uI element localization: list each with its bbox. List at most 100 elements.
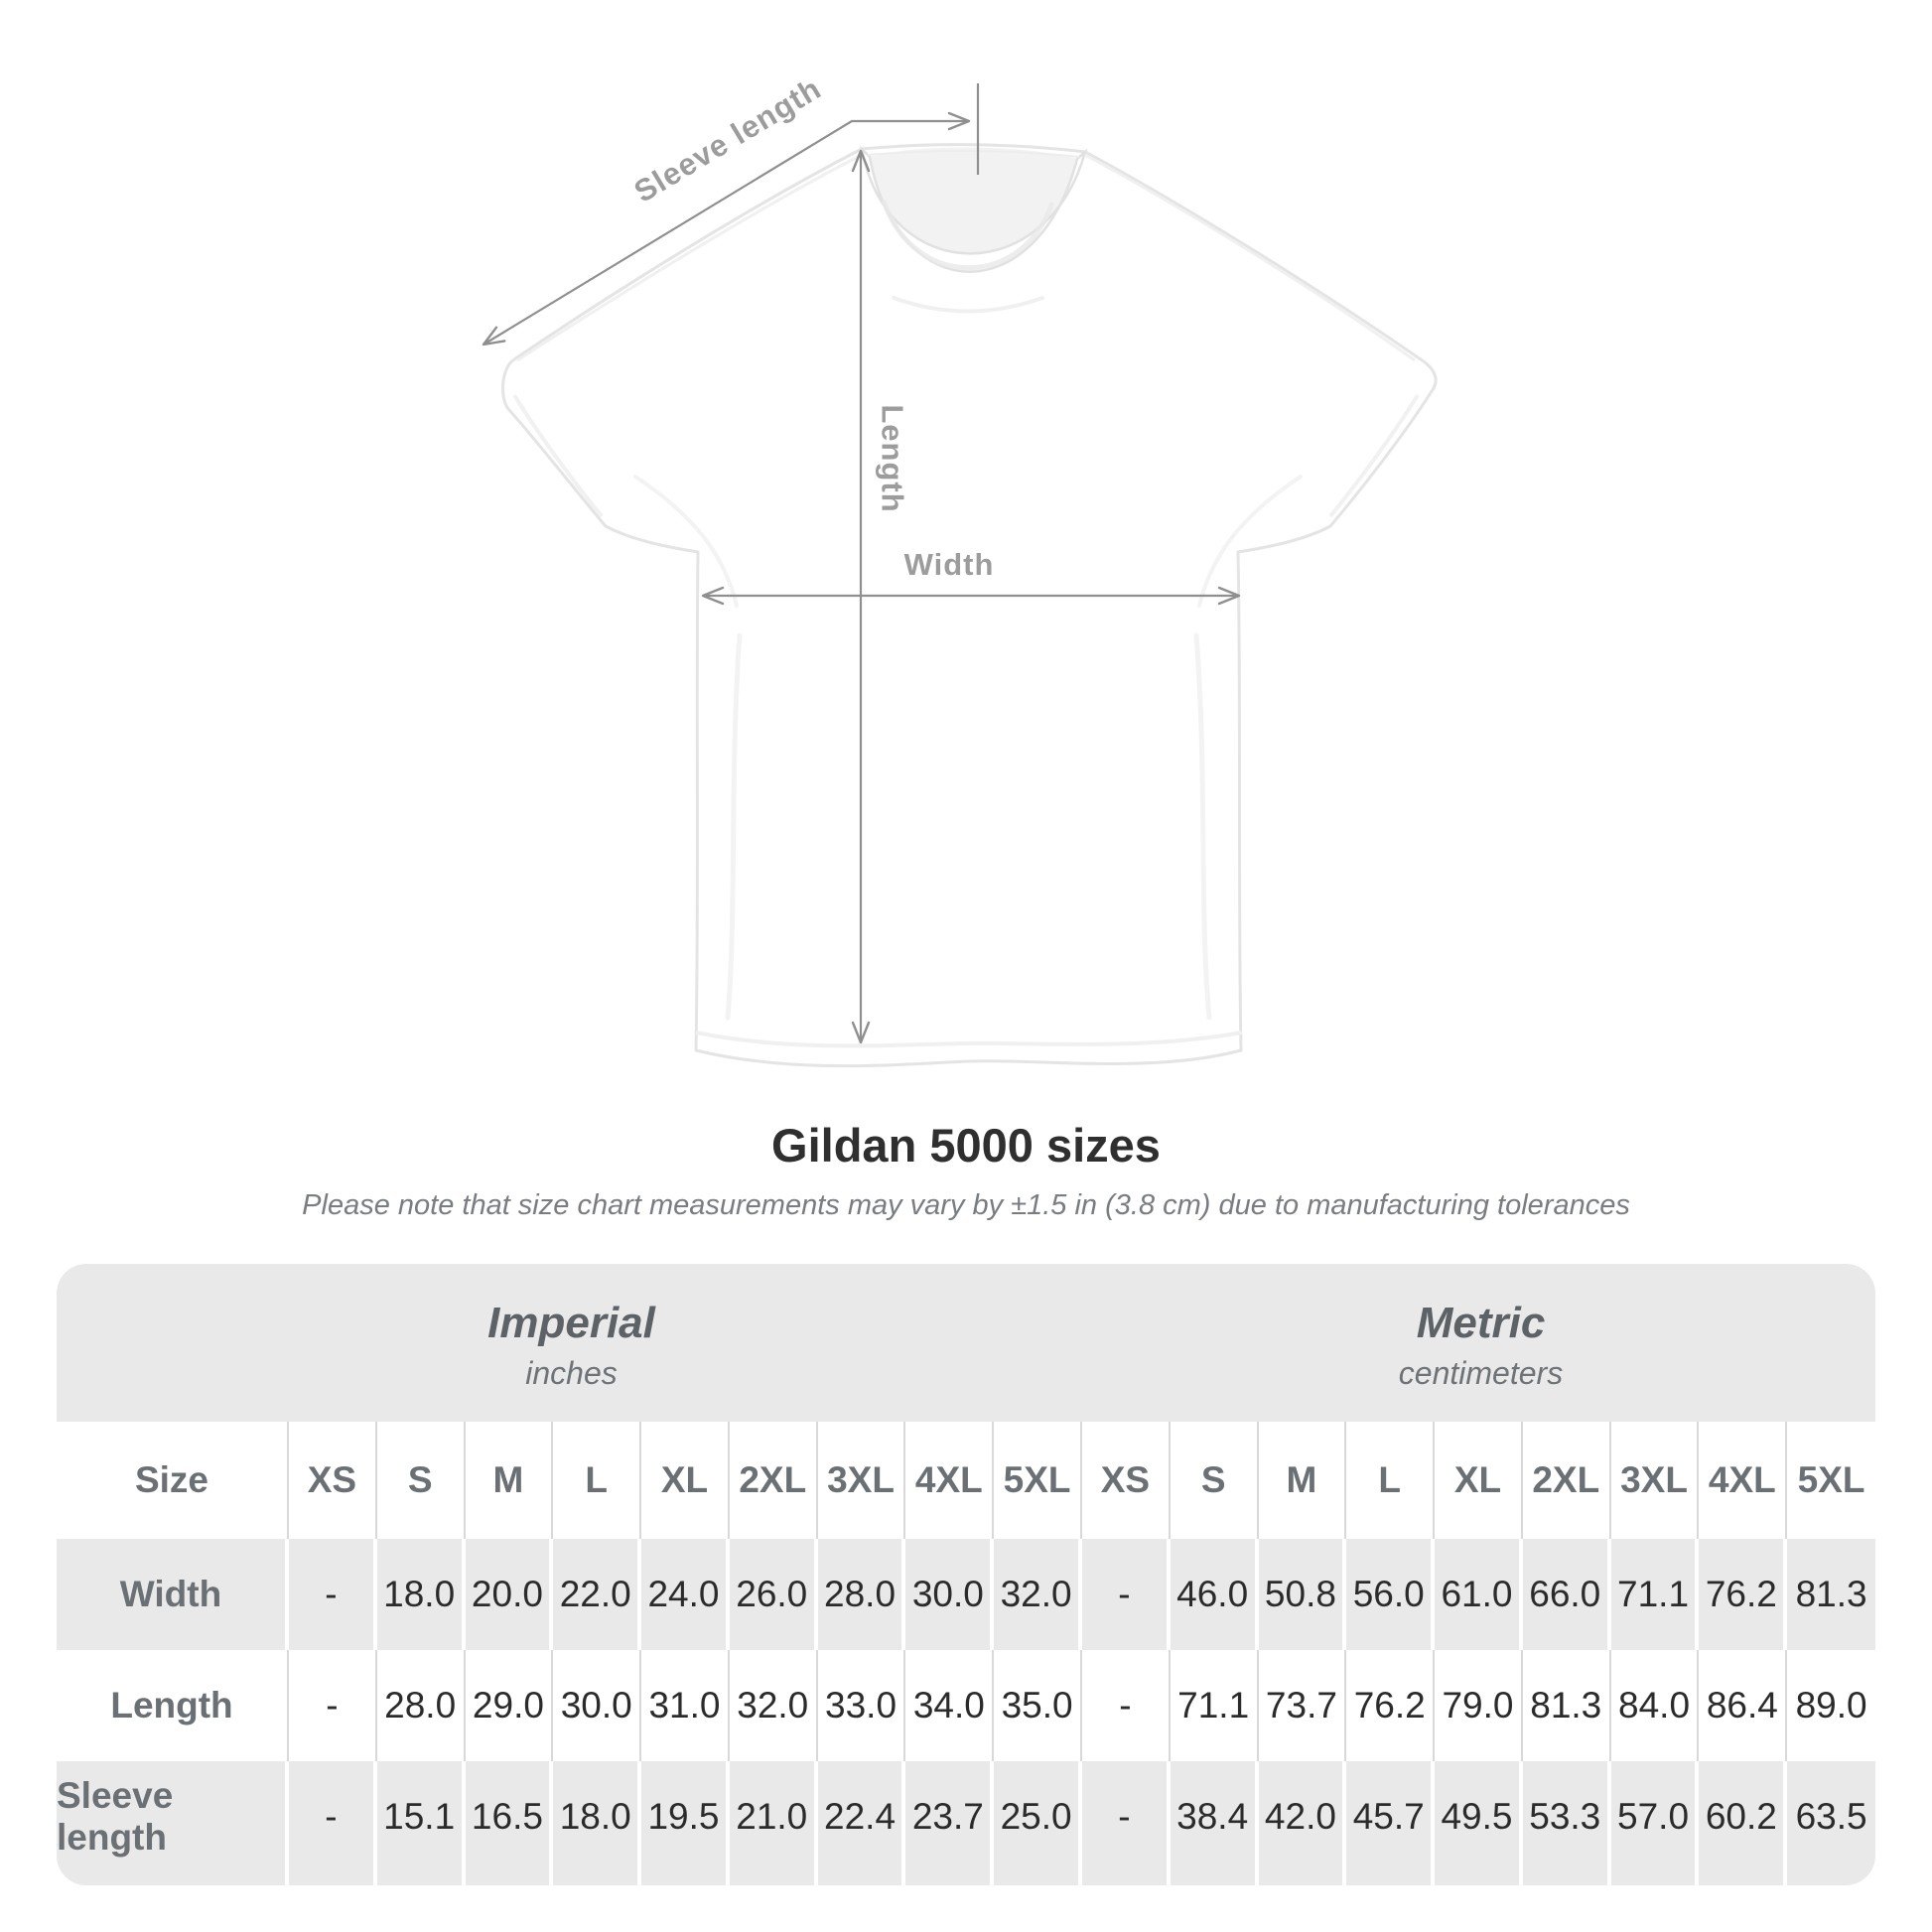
size-value-cell: 57.0 [1610,1761,1700,1885]
size-value-cell: 30.0 [905,1539,995,1650]
tshirt-graphic [501,143,1438,1068]
row-label-length: Length [57,1650,289,1761]
body-wrinkle-left [725,632,743,1021]
size-column-header: 5XL [1787,1422,1875,1539]
size-value-cell: 31.0 [641,1650,730,1761]
size-value-cell: 60.2 [1699,1761,1788,1885]
size-value-cell: 63.5 [1787,1761,1875,1885]
hem-fold [695,1031,1243,1048]
size-column-header: 4XL [905,1422,995,1539]
page-title: Gildan 5000 sizes [771,1119,1161,1172]
size-value-cell: 50.8 [1258,1539,1347,1650]
size-column-header: S [376,1422,466,1539]
size-value-cell: 29.0 [465,1650,554,1761]
size-header-label: Size [57,1422,289,1539]
size-value-cell: 15.1 [376,1761,466,1885]
size-value-cell: - [289,1650,377,1761]
size-column-header: M [465,1422,554,1539]
size-value-cell: 81.3 [1522,1650,1611,1761]
right-shoulder-seam [1084,153,1416,362]
size-value-cell: 28.0 [817,1539,906,1650]
size-value-cell: 19.5 [641,1761,730,1885]
dimension-lines [482,83,1241,1044]
size-value-cell: 24.0 [641,1539,730,1650]
table-row-sleeve-length: Sleeve length - 15.1 16.5 18.0 19.5 21.0… [57,1761,1875,1885]
size-value-cell: 35.0 [994,1650,1082,1761]
size-column-header: 2XL [1522,1422,1611,1539]
size-value-cell: 30.0 [553,1650,642,1761]
size-value-cell: 45.7 [1346,1761,1436,1885]
width-label: Width [904,547,995,582]
size-value-cell: 16.5 [465,1761,554,1885]
size-value-cell: 22.0 [553,1539,642,1650]
size-header-row: Size XS S M L XL 2XL 3XL 4XL 5XL XS S M … [57,1422,1875,1539]
size-column-header: XL [1435,1422,1523,1539]
size-value-cell: 84.0 [1610,1650,1700,1761]
body-wrinkle-right [1193,632,1212,1021]
size-column-header: 2XL [729,1422,818,1539]
size-column-header: 3XL [1610,1422,1700,1539]
size-value-cell: 46.0 [1170,1539,1259,1650]
size-value-cell: 32.0 [729,1650,818,1761]
size-value-cell: 79.0 [1435,1650,1523,1761]
right-cuff-fold [1328,393,1420,518]
size-value-cell: 21.0 [729,1761,818,1885]
size-value-cell: 71.1 [1610,1539,1700,1650]
table-row-length: Length - 28.0 29.0 30.0 31.0 32.0 33.0 3… [57,1650,1875,1761]
imperial-unit-label: inches [525,1354,618,1391]
imperial-group: Imperial inches [57,1264,1086,1422]
size-value-cell: 33.0 [817,1650,906,1761]
size-column-header: 5XL [994,1422,1082,1539]
size-value-cell: 26.0 [729,1539,818,1650]
imperial-group-label: Imperial [487,1298,655,1347]
size-value-cell: 71.1 [1170,1650,1259,1761]
size-value-cell: 81.3 [1787,1539,1875,1650]
size-value-cell: - [289,1539,377,1650]
size-value-cell: 53.3 [1522,1761,1611,1885]
size-chart-table: Imperial inches Metric centimeters Size … [57,1264,1875,1885]
size-value-cell: 89.0 [1787,1650,1875,1761]
size-value-cell: 86.4 [1699,1650,1788,1761]
metric-group: Metric centimeters [1086,1264,1875,1422]
metric-unit-label: centimeters [1398,1354,1564,1391]
size-value-cell: 25.0 [994,1761,1082,1885]
size-value-cell: 66.0 [1522,1539,1611,1650]
size-column-header: XL [641,1422,730,1539]
table-row-width: Width - 18.0 20.0 22.0 24.0 26.0 28.0 30… [57,1539,1875,1650]
size-value-cell: - [1082,1650,1171,1761]
size-column-header: 4XL [1699,1422,1788,1539]
size-value-cell: 76.2 [1699,1539,1788,1650]
sleeve-length-dimension-arrow [482,111,971,346]
size-column-header: XS [289,1422,377,1539]
size-column-header: 3XL [817,1422,906,1539]
row-label-sleeve-length: Sleeve length [57,1761,289,1885]
size-column-header: XS [1082,1422,1171,1539]
size-column-header: L [1346,1422,1436,1539]
size-value-cell: - [1082,1539,1171,1650]
size-value-cell: 38.4 [1170,1761,1259,1885]
tolerance-note: Please note that size chart measurements… [302,1189,1630,1221]
size-value-cell: 49.5 [1435,1761,1523,1885]
size-value-cell: 42.0 [1258,1761,1347,1885]
size-value-cell: 18.0 [376,1539,466,1650]
metric-group-label: Metric [1416,1298,1546,1347]
tshirt-measurement-diagram: Sleeve length Length Width [482,70,1438,1068]
size-value-cell: - [1082,1761,1171,1885]
units-band: Imperial inches Metric centimeters [57,1264,1875,1422]
size-value-cell: 22.4 [817,1761,906,1885]
size-value-cell: 18.0 [553,1761,642,1885]
size-value-cell: 34.0 [905,1650,995,1761]
size-column-header: S [1170,1422,1259,1539]
left-cuff-fold [512,393,604,518]
row-label-width: Width [57,1539,289,1650]
size-column-header: M [1258,1422,1347,1539]
size-value-cell: 23.7 [905,1761,995,1885]
size-value-cell: 61.0 [1435,1539,1523,1650]
size-value-cell: 56.0 [1346,1539,1436,1650]
size-value-cell: 32.0 [994,1539,1082,1650]
size-value-cell: 20.0 [465,1539,554,1650]
size-value-cell: 28.0 [376,1650,466,1761]
length-label: Length [876,404,910,512]
size-value-cell: 76.2 [1346,1650,1436,1761]
size-column-header: L [553,1422,642,1539]
